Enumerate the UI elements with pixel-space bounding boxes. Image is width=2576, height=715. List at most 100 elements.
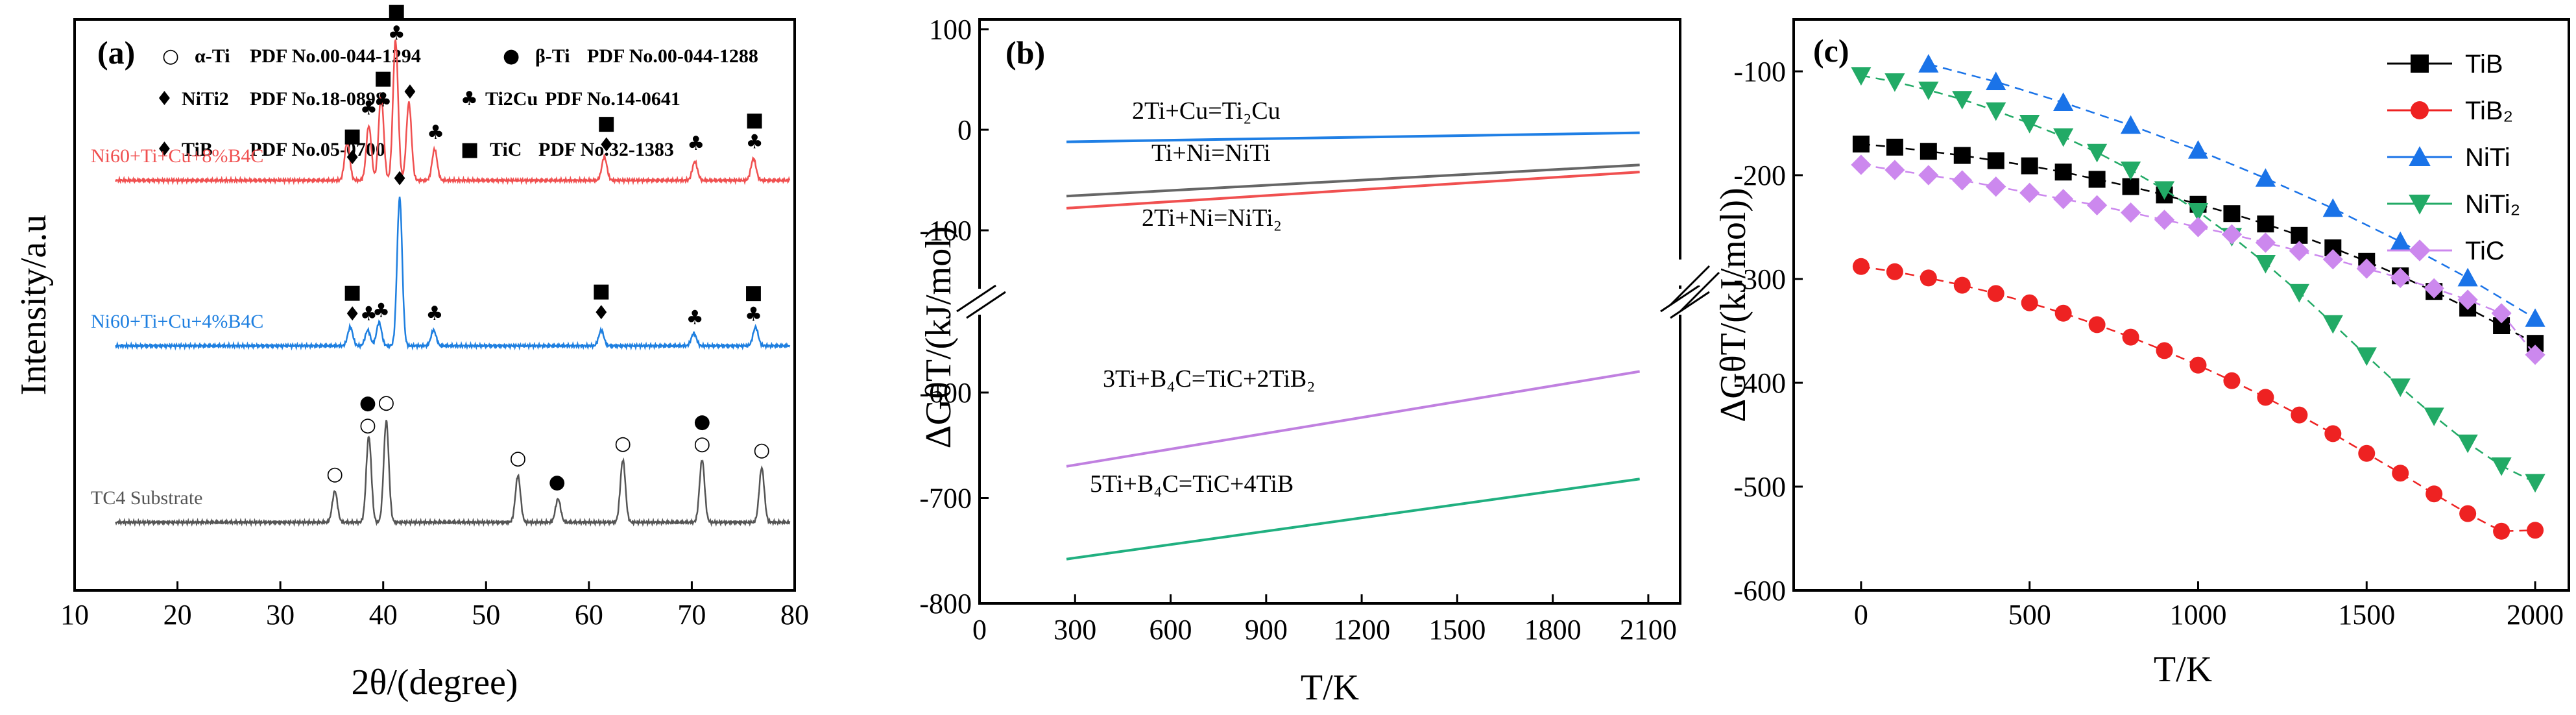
data-point: [2255, 255, 2276, 274]
panel-b-x-tick-label: 900: [1245, 614, 1288, 646]
data-point: [2156, 342, 2173, 359]
panel-c-y-tick-label: -200: [1733, 160, 1786, 191]
data-point: [2021, 294, 2038, 311]
data-point: [2390, 231, 2411, 250]
data-point: [1852, 258, 1870, 275]
panel-a-x-tick-label: 50: [472, 599, 500, 631]
legend-marker: [2409, 146, 2431, 166]
xrd-trace: [115, 40, 791, 186]
data-point: [2322, 315, 2343, 334]
label-niti2: 2Ti+Ni=NiTi₂: [1142, 204, 1282, 232]
legend-beta-ti-pdf: PDF No.00-044-1288: [587, 45, 758, 67]
panel-b-y-tick-label: -100: [919, 215, 972, 247]
data-point: [2187, 217, 2209, 237]
data-point: [2021, 157, 2038, 175]
data-point: [1953, 276, 1971, 294]
data-point: [2053, 92, 2074, 111]
panel-b-y-tick-label: -600: [919, 377, 972, 409]
legend-label: NiTi: [2465, 143, 2510, 172]
series-line: [1928, 63, 2536, 319]
panel-b-x-tick-label: 300: [1053, 614, 1096, 646]
data-point: [2390, 378, 2411, 397]
peak-marker: ○: [378, 391, 394, 413]
data-point: [2493, 522, 2510, 540]
legend-marker: [2409, 195, 2431, 215]
reaction-line: [1066, 171, 1640, 210]
panel-a-x-axis-title: 2θ/(degree): [352, 662, 518, 703]
legend-tib-symbol: ♦: [156, 138, 173, 161]
data-point: [1918, 81, 1939, 101]
legend-tic-phase: TiC: [490, 139, 522, 160]
data-point: [1987, 285, 2004, 302]
data-point: [2491, 303, 2512, 324]
panel-c-y-tick-label: -500: [1733, 471, 1786, 503]
peak-marker: ♦: [401, 81, 418, 104]
data-point: [2424, 407, 2444, 426]
panel-c-y-tick-label: -600: [1733, 575, 1786, 607]
data-point: [2322, 198, 2343, 217]
legend-niti2-symbol: ♦: [156, 88, 173, 110]
reaction-line: [1066, 370, 1640, 468]
data-point: [2491, 457, 2512, 476]
data-point: [2257, 215, 2274, 233]
panel-b-x-tick-label: 600: [1150, 614, 1192, 646]
panel-b-y-tick-label: 0: [957, 114, 972, 146]
panel-b-y-axis-title: ΔGθT/(kJ/mol): [919, 226, 959, 449]
reaction-line: [1066, 131, 1640, 143]
legend-niti2-pdf: PDF No.18-0898: [250, 88, 385, 110]
data-point: [2087, 195, 2108, 215]
peak-marker: ■: [343, 281, 361, 304]
panel-a-x-tick-label: 30: [266, 599, 295, 631]
peak-marker: ○: [359, 414, 376, 437]
legend-ti2cu-symbol: ♣: [461, 88, 478, 110]
data-point: [1920, 269, 1937, 287]
peak-marker: ♣: [388, 22, 405, 45]
panel-c-plot-frame: [1792, 18, 2570, 592]
panel-b-axis-break-left: [956, 284, 1006, 319]
peak-marker: ♦: [344, 303, 361, 326]
panel-a-xrd-chart: (a) ○ α-Ti PDF No.00-044-1294 ● β-Ti PDF…: [14, 0, 809, 703]
panel-b-gibbs-energy-chart: (b) 0 300 600 900 1200 1500 1800 2100 100 0 -100 -6…: [919, 14, 1710, 708]
data-point: [2322, 249, 2343, 270]
data-point: [2053, 128, 2074, 147]
data-point: [1884, 160, 1905, 180]
data-point: [2187, 203, 2209, 222]
legend-label: NiTi₂: [2465, 190, 2520, 219]
panel-a-x-tick-label: 70: [677, 599, 706, 631]
peak-marker: ♣: [360, 303, 378, 326]
data-point: [2154, 210, 2175, 230]
peak-marker: ■: [343, 125, 361, 147]
peak-marker: ■: [745, 108, 764, 131]
legend-label: TiB: [2465, 50, 2503, 79]
data-point: [2122, 178, 2139, 195]
panel-a-x-tick-label: 80: [780, 599, 809, 631]
data-point: [2356, 347, 2377, 366]
peak-marker: ●: [549, 470, 566, 493]
xrd-trace-label: TC4 Substrate: [91, 487, 203, 509]
legend-label: TiB₂: [2465, 97, 2513, 125]
peak-marker: ♣: [372, 300, 390, 322]
data-point: [1952, 91, 1973, 110]
legend-tib-pdf: PDF No.05-0700: [250, 139, 385, 160]
panel-c-y-tick-label: -400: [1733, 367, 1786, 399]
peak-marker: ♣: [686, 306, 704, 329]
panel-c-label: (c): [1813, 32, 1849, 69]
data-point: [2291, 406, 2308, 424]
peak-marker: ♦: [592, 302, 610, 324]
panel-c-axis-break: [1669, 260, 1720, 313]
legend-marker: [2411, 55, 2429, 73]
data-point: [1986, 102, 2006, 121]
panel-a-y-axis-title: Intensity/a.u: [14, 215, 54, 395]
data-point: [1920, 143, 1937, 160]
panel-a-x-tick-label: 10: [60, 599, 89, 631]
data-point: [2426, 485, 2443, 503]
legend-alpha-ti-pdf: PDF No.00-044-1294: [250, 45, 421, 67]
panel-b-x-tick-label: 2100: [1620, 614, 1677, 646]
panel-c-y-tick-label: -300: [1733, 263, 1786, 295]
peak-marker: ■: [374, 67, 392, 90]
legend-ti2cu-phase: Ti2Cu: [485, 88, 538, 110]
panel-c-x-tick-label: 1500: [2338, 599, 2395, 631]
panel-b-x-axis-title: T/K: [1301, 668, 1359, 708]
panel-b-x-tick-label: 1800: [1524, 614, 1582, 646]
